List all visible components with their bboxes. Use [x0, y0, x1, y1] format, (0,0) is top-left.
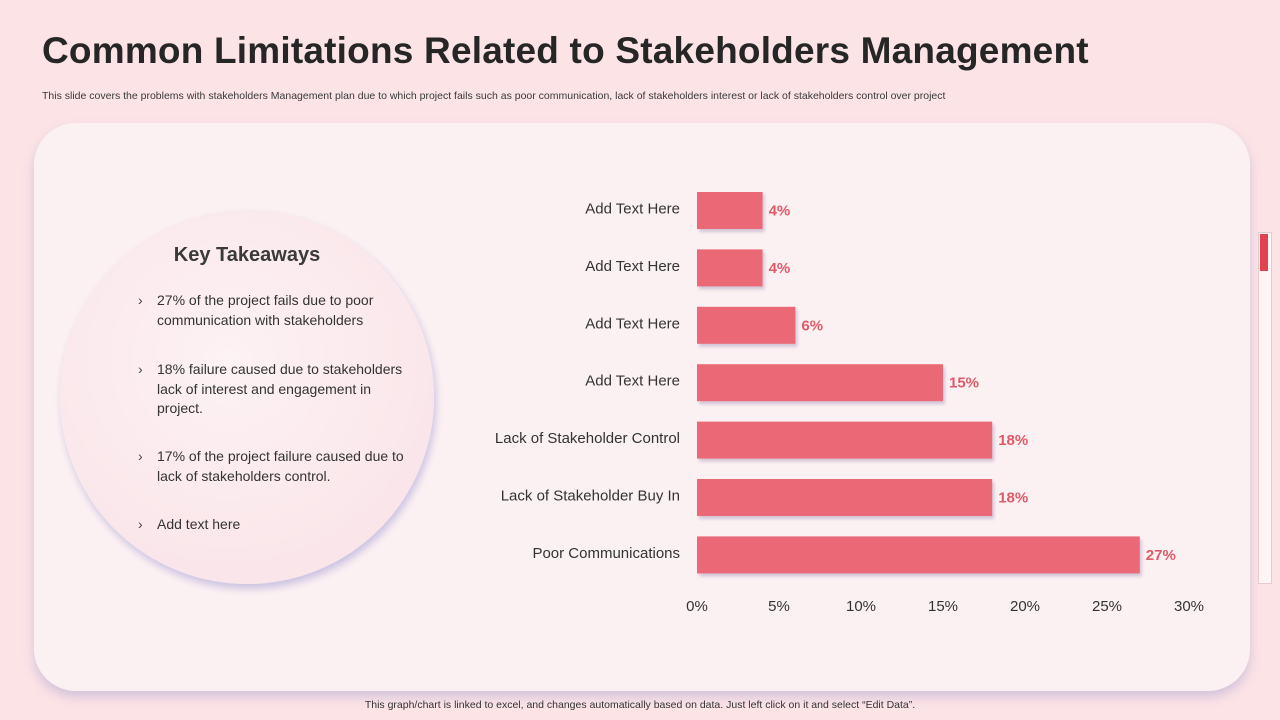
x-tick-label: 5%: [768, 598, 790, 615]
chevron-right-icon: ›: [138, 361, 143, 377]
x-tick-label: 15%: [928, 598, 958, 615]
bar: [697, 479, 993, 516]
scrollbar-thumb[interactable]: [1260, 234, 1268, 271]
takeaway-text: 17% of the project failure caused due to…: [157, 448, 404, 484]
x-tick-label: 20%: [1010, 598, 1040, 615]
takeaway-text: Add text here: [157, 516, 241, 532]
chevron-right-icon: ›: [138, 448, 143, 464]
footer-note: This graph/chart is linked to excel, and…: [364, 699, 916, 711]
chevron-right-icon: ›: [138, 292, 143, 308]
bar: [697, 421, 993, 459]
takeaway-item: › 17% of the project failure caused due …: [138, 447, 408, 486]
value-label: 18%: [998, 432, 1028, 449]
takeaway-text: 27% of the project fails due to poor com…: [157, 292, 374, 328]
bar: [697, 306, 796, 344]
value-label: 6%: [801, 317, 823, 334]
category-label: Lack of Stakeholder Buy In: [501, 487, 680, 504]
value-label: 27%: [1146, 547, 1176, 564]
takeaways-circle: [60, 210, 434, 584]
takeaway-item: › 18% failure caused due to stakeholders…: [138, 360, 408, 419]
bar-chart[interactable]: Add Text Here 4% Add Text Here 4% Add Text H…: [440, 180, 1230, 630]
value-label: 15%: [949, 375, 979, 392]
bar: [697, 192, 763, 229]
category-label: Lack of Stakeholder Control: [495, 430, 680, 447]
bar: [697, 364, 943, 402]
x-tick-label: 25%: [1092, 598, 1122, 615]
chevron-right-icon: ›: [138, 516, 143, 532]
takeaway-text: 18% failure caused due to stakeholders l…: [157, 361, 403, 416]
takeaway-item: › Add text here: [138, 515, 240, 535]
slide-title: Common Limitations Related to Stakeholde…: [42, 30, 1089, 71]
category-label: Add Text Here: [585, 200, 680, 217]
category-label: Add Text Here: [585, 258, 680, 275]
slide-subtitle: This slide covers the problems with stak…: [42, 90, 946, 102]
category-label: Add Text Here: [585, 373, 680, 390]
category-label: Poor Communications: [532, 545, 680, 562]
value-label: 4%: [769, 260, 791, 277]
takeaways-title: Key Takeaways: [173, 244, 321, 266]
scrollbar-track[interactable]: [1258, 232, 1272, 584]
x-tick-label: 30%: [1174, 598, 1204, 615]
x-tick-label: 0%: [686, 598, 708, 615]
value-label: 18%: [998, 489, 1028, 506]
category-label: Add Text Here: [585, 315, 680, 332]
bar: [697, 249, 763, 287]
x-tick-label: 10%: [846, 598, 876, 615]
bar: [697, 536, 1140, 574]
takeaway-item: › 27% of the project fails due to poor c…: [138, 291, 408, 330]
value-label: 4%: [769, 202, 791, 219]
